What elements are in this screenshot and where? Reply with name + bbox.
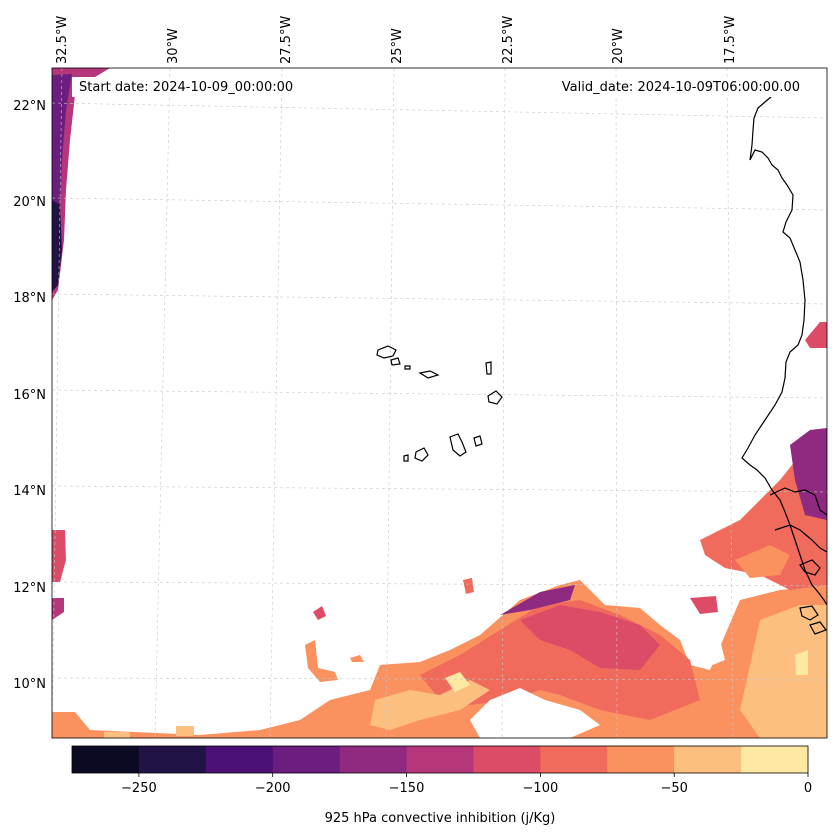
lon-label-17-5w: 17.5°W xyxy=(723,16,738,64)
lon-label-32-5w: 32.5°W xyxy=(55,16,70,64)
colorbar-swatch-7 xyxy=(540,746,608,773)
colorbar-title: 925 hPa convective inhibition (j/Kg) xyxy=(325,811,556,826)
cin-filled-contours xyxy=(52,68,827,738)
contour-east-south-light xyxy=(740,605,827,738)
lat-label-20n: 20°N xyxy=(13,195,46,210)
gridline-4 xyxy=(501,68,506,738)
colorbar-ticks xyxy=(138,773,809,777)
coastline-gambia xyxy=(769,487,827,516)
gridline-0 xyxy=(52,68,63,738)
contour-small-patch-4 xyxy=(305,640,338,682)
cb-tick-label-2: −200 xyxy=(255,781,291,796)
contour-west-patch-2 xyxy=(52,598,64,620)
contour-small-patch-6 xyxy=(176,726,194,736)
colorbar-frame xyxy=(71,745,809,774)
cape-verde-boa-vista xyxy=(487,390,503,405)
cb-tick-label-1: −250 xyxy=(121,781,157,796)
colorbar-swatch-9 xyxy=(674,746,742,773)
start-date-box xyxy=(72,77,310,97)
colorbar-swatches xyxy=(72,746,809,773)
valid-date-label: Valid_date: 2024-10-09T06:00:00.00 xyxy=(562,80,800,95)
lat-label-22n: 22°N xyxy=(13,99,46,114)
cape-verde-sal xyxy=(485,361,492,375)
latitude-labels: 22°N 20°N 18°N 16°N 14°N 12°N 10°N xyxy=(13,99,46,692)
cape-verde-santo-antao xyxy=(376,345,397,359)
contour-east-north-patch xyxy=(805,322,827,348)
lat-label-10n: 10°N xyxy=(13,677,46,692)
cape-verde-santa-luzia xyxy=(404,365,411,370)
colorbar-swatch-1 xyxy=(138,746,207,773)
cb-tick-label-4: −100 xyxy=(523,781,559,796)
cape-verde-santiago xyxy=(449,433,467,457)
cb-tick-label-3: −150 xyxy=(389,781,425,796)
gridline-6 xyxy=(726,68,734,738)
contour-east-band-purple xyxy=(790,428,827,520)
lat-label-12n: 12°N xyxy=(13,581,46,596)
gridline-1 xyxy=(154,68,171,738)
map-frame xyxy=(51,67,828,739)
lat-label-18n: 18°N xyxy=(13,291,46,306)
contour-east-band-light xyxy=(735,545,790,578)
coastlines xyxy=(376,81,827,635)
contour-south-gap-1 xyxy=(470,688,600,738)
gridline-2 xyxy=(269,68,283,738)
coastline-west-africa xyxy=(741,81,827,606)
map-background xyxy=(52,68,827,738)
contour-south-gap-2 xyxy=(700,640,725,668)
contour-small-patch-5 xyxy=(350,655,364,662)
gridline-5 xyxy=(615,68,618,738)
colorbar-swatch-4 xyxy=(339,746,408,773)
lat-label-16n: 16°N xyxy=(13,388,46,403)
gridline-3 xyxy=(385,68,395,738)
contour-south-band-palest xyxy=(445,672,470,692)
colorbar-swatch-2 xyxy=(205,746,274,773)
cb-tick-label-6: 0 xyxy=(804,781,812,796)
lat-label-14n: 14°N xyxy=(13,484,46,499)
colorbar-swatch-6 xyxy=(473,746,541,773)
contour-south-band-crimson xyxy=(520,605,660,670)
colorbar-swatch-10 xyxy=(741,746,809,773)
contour-small-patch-3 xyxy=(690,596,718,614)
cape-verde-maio xyxy=(473,435,483,447)
lon-label-30w: 30°W xyxy=(166,28,181,64)
cape-verde-fogo xyxy=(414,447,429,462)
lon-label-20w: 20°W xyxy=(611,28,626,64)
contour-west-strip-inner xyxy=(52,200,62,292)
coastline-guinea-bissau xyxy=(774,524,827,553)
contour-small-patch-2 xyxy=(463,578,474,594)
colorbar-swatch-8 xyxy=(607,746,675,773)
map-gridlines xyxy=(52,68,827,738)
colorbar-swatch-5 xyxy=(406,746,474,773)
coastline-islands-bijagos xyxy=(799,559,821,576)
lon-label-22-5w: 22.5°W xyxy=(501,16,516,64)
valid-date-box xyxy=(540,77,806,97)
lon-label-27-5w: 27.5°W xyxy=(279,16,294,64)
colorbar-swatch-0 xyxy=(72,746,140,773)
contour-east-south-palest xyxy=(795,650,808,675)
longitude-labels: 32.5°W 30°W 27.5°W 25°W 22.5°W 20°W 17.5… xyxy=(55,16,738,64)
cape-verde-sao-vicente xyxy=(390,357,401,366)
cape-verde-sao-nicolau xyxy=(418,370,440,379)
colorbar: −250 −200 −150 −100 −50 0 925 hPa convec… xyxy=(71,745,812,826)
map-panel: Start date: 2024-10-09_00:00:00 Valid_da… xyxy=(51,67,828,739)
contour-small-patch-1 xyxy=(313,606,326,620)
coastline-islands-south xyxy=(799,605,827,635)
colorbar-swatch-3 xyxy=(272,746,341,773)
start-date-label: Start date: 2024-10-09_00:00:00 xyxy=(79,80,293,95)
cb-tick-label-5: −50 xyxy=(660,781,687,796)
contour-west-patch-1 xyxy=(52,530,66,582)
contour-south-band-light xyxy=(370,680,490,730)
cape-verde-brava xyxy=(403,454,409,462)
contour-small-patch-7 xyxy=(104,732,130,738)
contour-south-band-purple xyxy=(500,585,575,615)
contour-west-strip-outer xyxy=(52,68,110,300)
lon-label-25w: 25°W xyxy=(390,28,405,64)
